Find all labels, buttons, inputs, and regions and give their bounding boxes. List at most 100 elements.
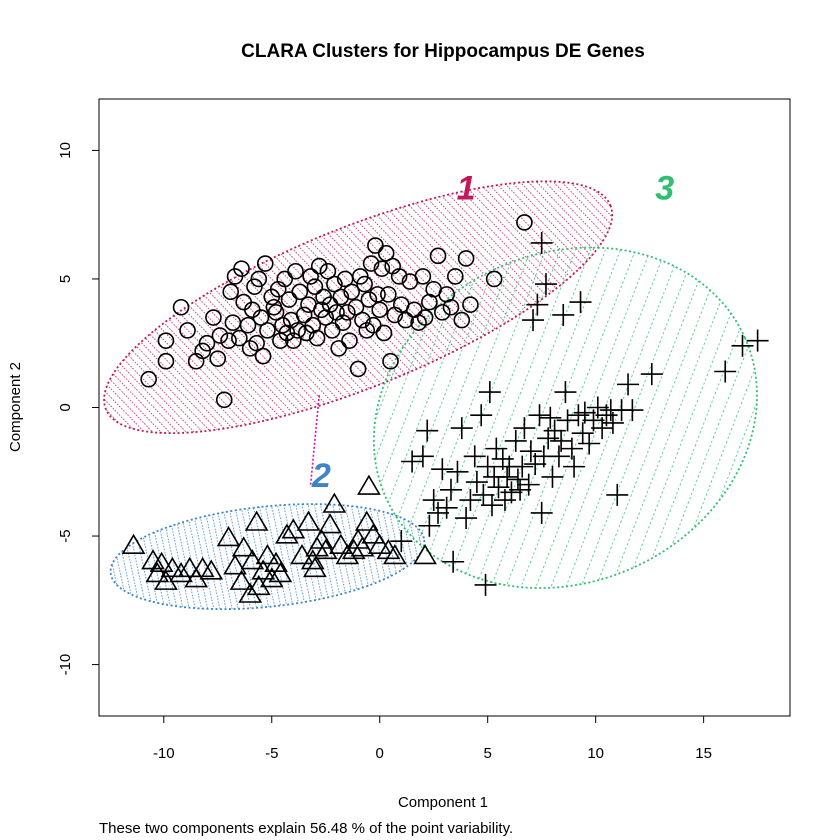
cluster-3-point — [513, 417, 536, 440]
cluster-1-point — [326, 275, 343, 293]
cluster-1-point — [371, 301, 389, 319]
cluster-3-point — [746, 329, 769, 352]
cluster-3-point — [418, 514, 441, 537]
cluster-2-point — [376, 538, 401, 560]
cluster-1-point — [397, 311, 414, 329]
y-axis: -10 -5 0 5 10 — [57, 142, 100, 675]
cluster-2-point — [255, 544, 280, 565]
cluster-3-point — [496, 465, 519, 488]
cluster-3-point — [487, 476, 510, 499]
y-tick-label: 0 — [57, 403, 74, 411]
cluster-2-point — [413, 544, 437, 565]
cluster-3-point — [547, 445, 570, 468]
cluster-2-point — [300, 549, 325, 570]
cluster-1-point — [233, 260, 250, 277]
cluster-1-point — [446, 268, 464, 285]
cluster-1-point — [289, 322, 306, 339]
cluster-3-point — [569, 291, 592, 314]
cluster-1-point — [356, 275, 373, 293]
cluster-1-point — [362, 255, 380, 272]
cluster-2-point — [251, 559, 275, 580]
cluster-1-point — [485, 270, 503, 288]
cluster-2-label: 2 — [311, 457, 331, 495]
cluster-3-point — [578, 432, 601, 455]
x-axis-label: Component 1 — [398, 794, 488, 811]
cluster-3-point — [560, 437, 583, 460]
cluster-3-point — [472, 483, 495, 506]
cluster-1-point — [332, 288, 350, 306]
cluster-2-point — [246, 574, 271, 596]
cluster-1-point — [259, 322, 276, 339]
cluster-3-point — [640, 363, 663, 386]
cluster-3-point — [504, 429, 527, 452]
y-tick-label: -5 — [57, 529, 74, 542]
cluster-1-point — [205, 309, 222, 326]
cluster-1-point — [248, 334, 265, 352]
cluster-1-point — [250, 270, 268, 288]
cluster-1-point — [287, 262, 304, 280]
cluster-3-point — [731, 334, 754, 357]
cluster-2-point — [303, 556, 327, 578]
cluster-2-point — [329, 533, 353, 554]
cluster-2-point — [160, 556, 185, 578]
cluster-2-point — [216, 526, 241, 547]
cluster-1-point — [220, 332, 237, 349]
cluster-1-point — [256, 255, 274, 272]
cluster-1-point — [172, 298, 190, 316]
cluster-3-point — [509, 478, 532, 501]
cluster-3-point — [459, 489, 482, 512]
cluster-3-point — [474, 573, 497, 596]
cluster-3-point — [526, 293, 549, 316]
cluster-1-point — [354, 311, 371, 329]
cluster-1-ellipse-fill — [104, 181, 613, 434]
cluster-3-point — [511, 455, 534, 478]
cluster-3-point — [519, 440, 542, 463]
cluster-3-point — [714, 360, 737, 383]
cluster-2-point — [177, 556, 202, 578]
cluster-1-point — [442, 298, 460, 316]
cluster-3-point — [522, 309, 545, 332]
cluster-3-point — [530, 501, 553, 524]
cluster-1-point — [285, 332, 302, 349]
cluster-2-ellipse — [109, 503, 426, 611]
cluster-2-point — [244, 510, 269, 531]
cluster-3-point — [621, 399, 644, 422]
cluster-3-point — [390, 530, 413, 553]
cluster-3-point — [476, 455, 499, 478]
cluster-1-point — [375, 324, 393, 342]
cluster-2-point — [145, 562, 170, 583]
cluster-1-point — [330, 340, 347, 357]
cluster-1-point — [319, 262, 337, 280]
cluster-1-point — [194, 342, 211, 360]
cluster-3-point — [601, 411, 624, 434]
cluster-3-point — [543, 419, 566, 442]
x-tick-label: 15 — [695, 745, 712, 762]
cluster-1-point — [198, 334, 216, 352]
cluster-2-point — [357, 474, 381, 495]
cluster-3-point — [563, 455, 586, 478]
cluster-3-point — [539, 406, 562, 429]
cluster-1-point — [341, 332, 358, 349]
cluster-2-point — [268, 562, 293, 583]
x-tick-label: -10 — [153, 745, 175, 762]
cluster-1-point — [339, 304, 356, 321]
cluster-1-point — [231, 329, 248, 347]
cluster-2-point — [238, 582, 263, 603]
cluster-1-point — [516, 214, 533, 231]
cluster-3-point — [530, 231, 553, 254]
cluster-3-point — [427, 501, 450, 524]
cluster-1-point — [416, 309, 434, 326]
cluster-1-point — [302, 268, 319, 285]
cluster-2-point — [318, 513, 342, 534]
cluster-1-point — [373, 260, 391, 277]
cluster-1-point — [334, 314, 352, 331]
cluster-1-point — [343, 283, 360, 301]
cluster-1-point — [211, 327, 229, 344]
cluster-3-point — [455, 507, 478, 530]
cluster-2-point — [259, 567, 284, 588]
cluster-1-point — [306, 278, 324, 295]
cluster-1-point — [351, 268, 369, 285]
cluster-1-point — [364, 316, 382, 334]
cluster-1-point — [295, 306, 313, 324]
